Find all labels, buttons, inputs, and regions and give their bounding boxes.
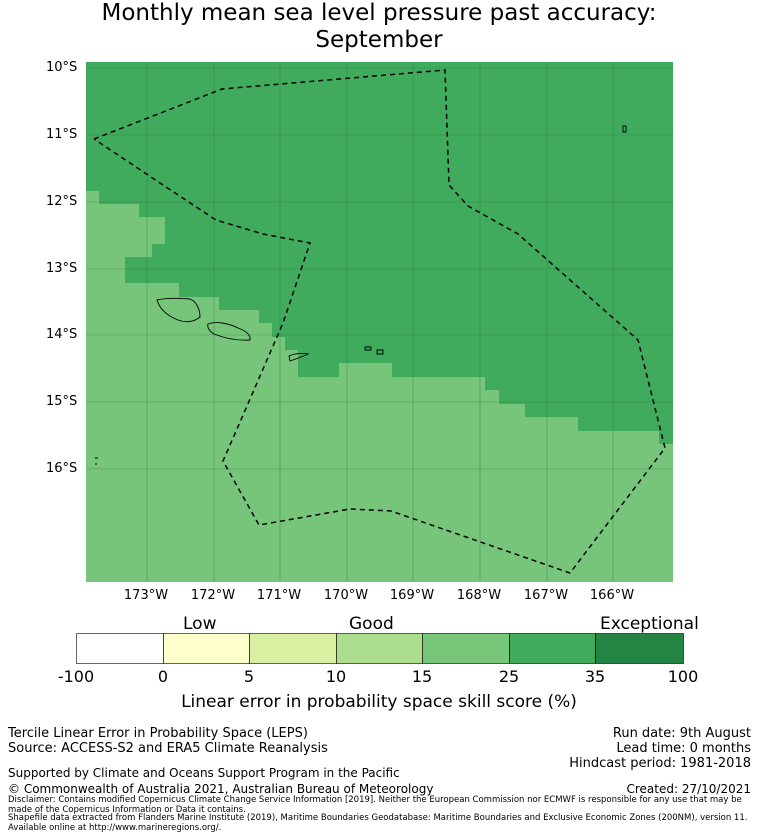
graticule <box>86 62 673 582</box>
lon-label: 166°W <box>589 588 635 603</box>
colorbar-tick: 100 <box>667 667 699 686</box>
run-date: Run date: 9th August <box>612 726 751 741</box>
lat-label: 10°S <box>46 60 78 75</box>
category-good: Good <box>349 614 394 634</box>
created-date: Created: 27/10/2021 <box>626 782 751 796</box>
lat-label: 14°S <box>46 327 78 342</box>
lat-label: 12°S <box>46 194 78 209</box>
colorbar-segment <box>336 633 423 664</box>
method-text: Tercile Linear Error in Probability Spac… <box>8 726 308 741</box>
lat-label: 13°S <box>46 261 78 276</box>
colorbar-tick: 25 <box>498 667 520 686</box>
colorbar-label: Linear error in probability space skill … <box>181 692 577 712</box>
upolu-island-shape <box>156 297 201 323</box>
shapefile-credit: Shapefile data extracted from Flanders M… <box>8 813 748 833</box>
copyright-text: © Commonwealth of Australia 2021, Austra… <box>8 782 434 796</box>
lon-label: 167°W <box>523 588 569 603</box>
colorbar-segment <box>76 633 164 664</box>
skill-map <box>86 62 673 582</box>
lon-label: 169°W <box>389 588 435 603</box>
colorbar-segment <box>249 633 337 664</box>
islands <box>95 125 627 465</box>
lon-label: 172°W <box>190 588 236 603</box>
colorbar-tick: 0 <box>157 667 169 686</box>
map-title: Monthly mean sea level pressure past acc… <box>0 0 758 54</box>
eez-boundary <box>93 69 666 574</box>
colorbar-tick: 5 <box>243 667 255 686</box>
lead-time: Lead time: 0 months <box>616 741 751 756</box>
lat-label: 16°S <box>46 461 78 476</box>
lon-label: 171°W <box>256 588 302 603</box>
category-exceptional: Exceptional <box>600 614 699 634</box>
category-low: Low <box>183 614 217 634</box>
lon-label: 170°W <box>323 588 369 603</box>
lat-label: 11°S <box>46 127 78 142</box>
colorbar-segment <box>422 633 510 664</box>
colorbar-segment <box>595 633 684 664</box>
colorbar-tick: 15 <box>411 667 433 686</box>
support-text: Supported by Climate and Oceans Support … <box>8 766 400 780</box>
source-text: Source: ACCESS-S2 and ERA5 Climate Reana… <box>8 741 328 756</box>
lat-label: 15°S <box>46 394 78 409</box>
tutuila-island-shape <box>288 352 310 362</box>
colorbar-tick: -100 <box>57 667 95 686</box>
colorbar <box>76 633 684 664</box>
subtitle-line: September <box>315 27 443 53</box>
lon-label: 168°W <box>456 588 502 603</box>
disclaimer-text: Disclaimer: Contains modified Copernicus… <box>8 795 742 815</box>
colorbar-tick: 35 <box>584 667 606 686</box>
hindcast-period: Hindcast period: 1981-2018 <box>569 756 751 771</box>
title-line: Monthly mean sea level pressure past acc… <box>101 0 657 26</box>
colorbar-tick: 10 <box>325 667 347 686</box>
colorbar-segment <box>509 633 596 664</box>
savaii-island-shape <box>207 322 251 341</box>
good-skill-region <box>86 191 673 582</box>
lon-label: 173°W <box>123 588 169 603</box>
colorbar-segment <box>163 633 250 664</box>
